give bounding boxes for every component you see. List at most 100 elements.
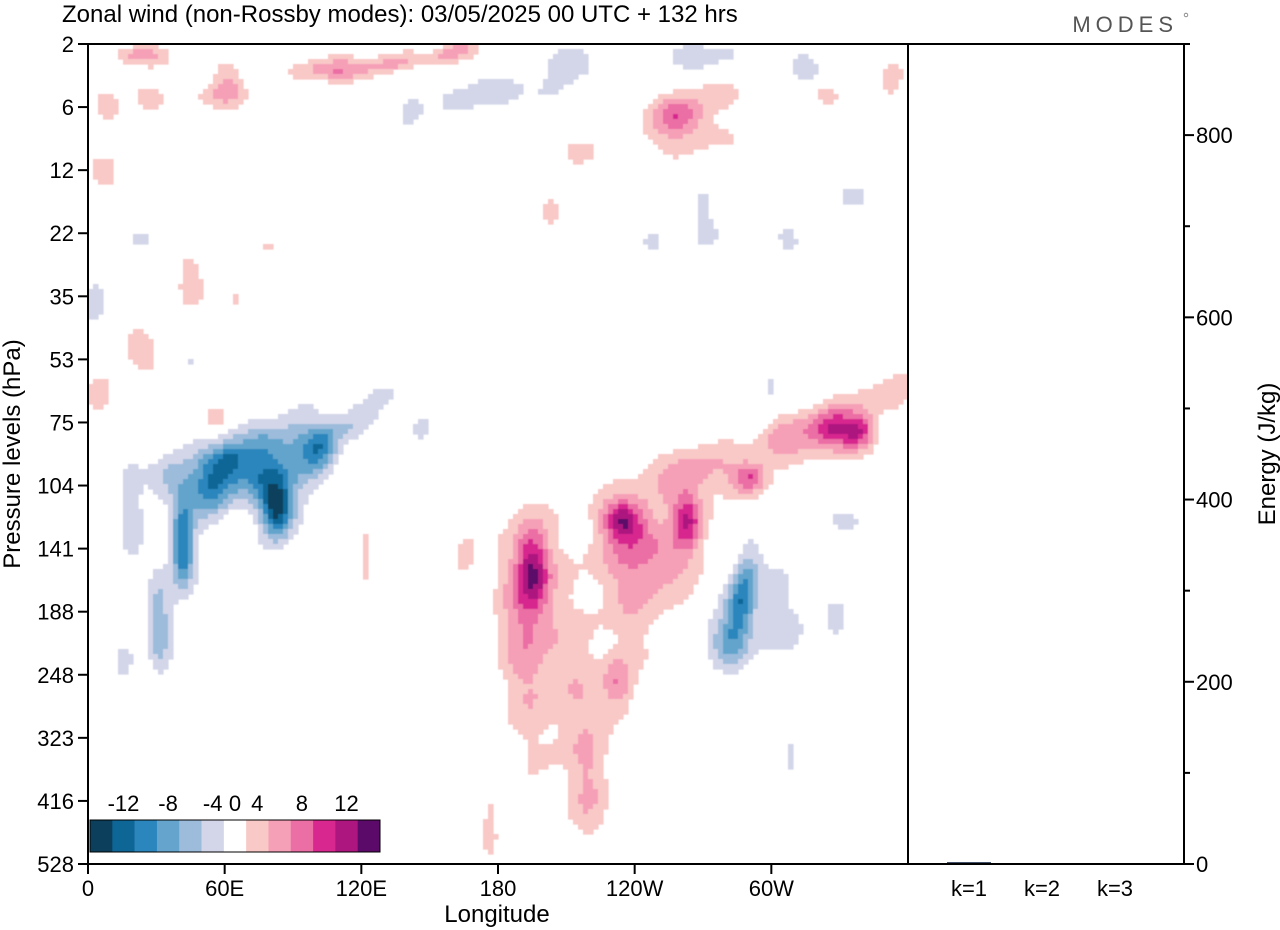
field-cell — [198, 479, 209, 485]
field-cell — [733, 484, 744, 490]
field-cell — [698, 539, 704, 545]
field-cell — [548, 649, 589, 655]
field-cell — [198, 484, 209, 490]
field-cell — [183, 279, 204, 285]
field-cell — [618, 639, 644, 645]
field-cell — [123, 479, 164, 485]
field-cell — [508, 639, 524, 645]
field-cell — [418, 419, 429, 425]
field-cell — [558, 734, 579, 740]
field-cell — [263, 494, 269, 500]
field-cell — [703, 499, 714, 505]
field-cell — [778, 414, 809, 420]
field-cell — [663, 109, 694, 115]
field-cell — [193, 454, 204, 460]
field-cell — [178, 534, 189, 540]
field-cell — [618, 539, 639, 545]
field-cell — [758, 474, 764, 480]
field-cell — [793, 59, 814, 65]
field-cell — [178, 509, 184, 515]
x-tick-label: 60E — [205, 876, 244, 901]
field-cell — [658, 484, 699, 490]
field-cell — [723, 629, 729, 635]
field-cell — [763, 474, 774, 480]
field-cell — [528, 769, 539, 775]
x-tick-label: 0 — [82, 876, 94, 901]
field-cell — [558, 634, 594, 640]
field-cell — [533, 689, 569, 695]
field-cell — [263, 509, 269, 515]
field-cell — [508, 559, 519, 565]
field-cell — [743, 579, 749, 585]
field-cell — [93, 174, 114, 180]
field-cell — [638, 564, 689, 570]
field-cell — [348, 429, 364, 435]
field-cell — [283, 489, 289, 495]
field-cell — [493, 604, 504, 610]
field-cell — [753, 624, 804, 630]
field-cell — [293, 74, 329, 80]
field-cell — [208, 444, 224, 450]
field-cell — [533, 699, 629, 705]
field-cell — [468, 49, 479, 55]
field-cell — [453, 44, 469, 50]
field-cell — [748, 589, 754, 595]
field-cell — [528, 579, 539, 585]
field-cell — [533, 624, 554, 630]
field-cell — [203, 454, 214, 460]
field-cell — [153, 619, 169, 625]
field-cell — [818, 94, 839, 100]
field-cell — [238, 464, 284, 470]
field-cell — [168, 504, 174, 510]
field-cell — [363, 564, 369, 570]
field-cell — [683, 519, 694, 525]
field-cell — [618, 529, 634, 535]
field-cell — [593, 764, 604, 770]
field-cell — [598, 799, 609, 805]
field-cell — [688, 514, 694, 520]
field-cell — [318, 459, 329, 465]
field-cell — [258, 509, 264, 515]
field-cell — [283, 504, 289, 510]
field-cell — [703, 109, 719, 115]
field-cell — [873, 439, 879, 445]
field-cell — [528, 594, 539, 600]
field-cell — [333, 449, 339, 455]
field-cell — [253, 514, 259, 520]
field-cell — [98, 109, 119, 115]
field-cell — [523, 624, 534, 630]
field-cell — [263, 489, 269, 495]
field-cell — [523, 604, 539, 610]
field-cell — [578, 679, 604, 685]
field-cell — [568, 789, 584, 795]
field-cell — [833, 519, 859, 525]
field-cell — [523, 584, 529, 590]
field-cell — [778, 234, 794, 240]
field-cell — [123, 499, 139, 505]
field-cell — [308, 459, 319, 465]
field-cell — [148, 464, 169, 470]
field-cell — [593, 739, 609, 745]
field-cell — [153, 599, 164, 605]
field-cell — [503, 599, 514, 605]
field-cell — [548, 574, 554, 580]
y-tick-label: 12 — [50, 158, 74, 183]
field-cell — [598, 579, 619, 585]
field-cell — [618, 634, 644, 640]
field-cell — [693, 554, 704, 560]
field-cell — [688, 119, 699, 125]
field-cell — [153, 609, 164, 615]
field-cell — [283, 519, 289, 525]
y-tick-label: 53 — [50, 347, 74, 372]
field-cell — [283, 509, 289, 515]
field-cell — [528, 754, 579, 760]
field-cell — [603, 674, 629, 680]
field-cell — [643, 114, 654, 120]
field-cell — [548, 59, 589, 65]
field-cell — [708, 474, 729, 480]
field-cell — [498, 624, 509, 630]
field-cell — [98, 94, 114, 100]
y-tick-label: 416 — [37, 789, 74, 814]
field-cell — [178, 504, 219, 510]
field-cell — [258, 479, 284, 485]
